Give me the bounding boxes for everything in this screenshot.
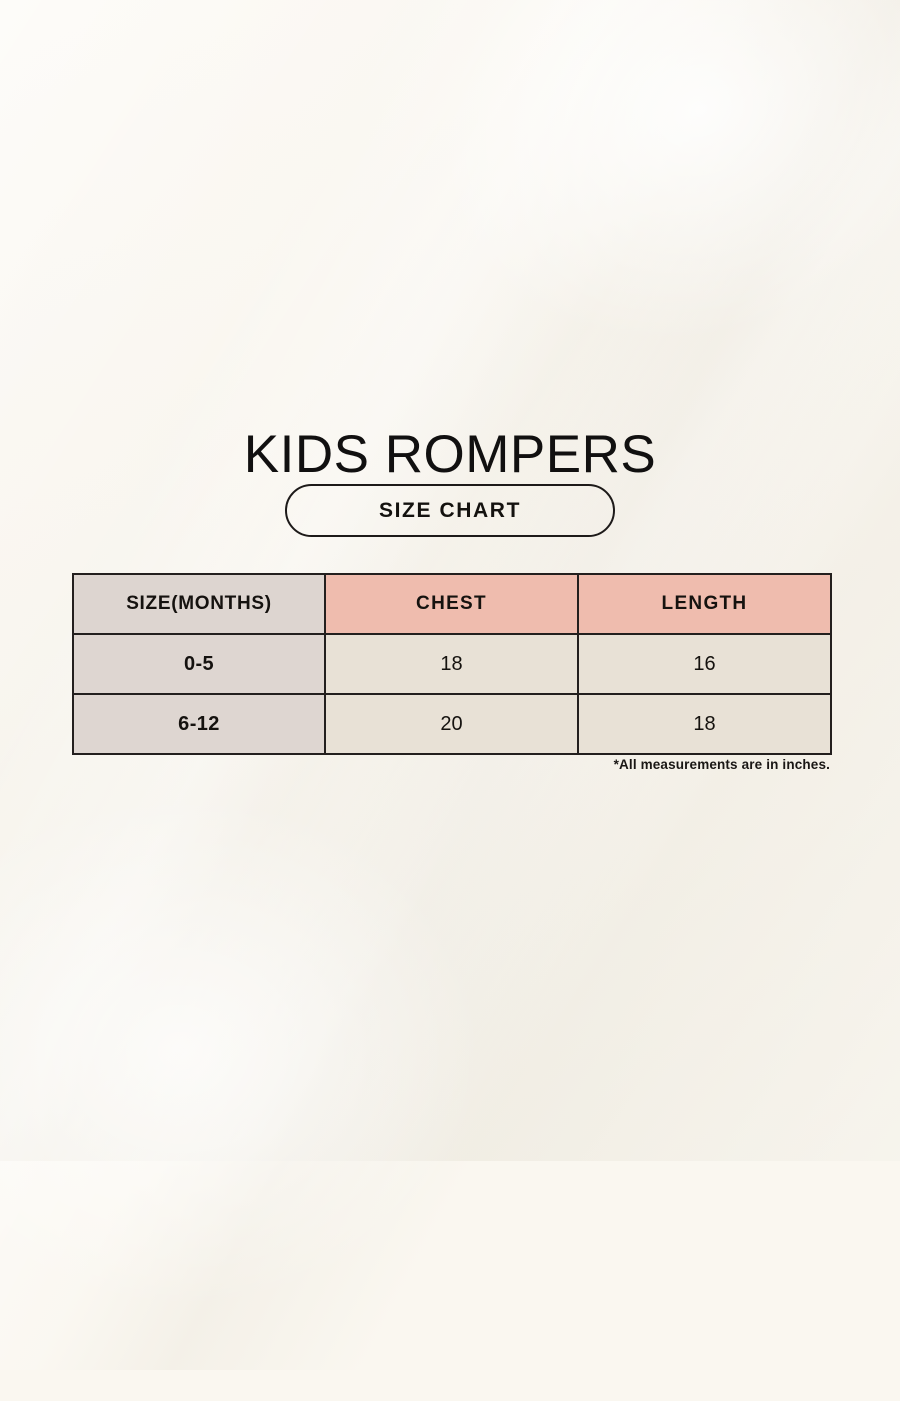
page-title: KIDS ROMPERS [243, 424, 657, 484]
size-chart-pill-badge: SIZE CHART [285, 484, 615, 537]
measurements-footnote: *All measurements are in inches. [613, 757, 830, 772]
column-header-size: SIZE(MONTHS) [72, 573, 326, 635]
table-header-row: SIZE(MONTHS) CHEST LENGTH [72, 573, 832, 635]
table-row: 6-12 20 18 [72, 693, 832, 755]
cell-size-0: 0-5 [72, 633, 326, 695]
cell-chest-1: 20 [324, 693, 579, 755]
cell-chest-0: 18 [324, 633, 579, 695]
cell-length-0: 16 [577, 633, 832, 695]
size-chart-table: SIZE(MONTHS) CHEST LENGTH 0-5 18 16 6-12… [72, 573, 832, 755]
size-chart-content: KIDS ROMPERS SIZE CHART SIZE(MONTHS) CHE… [72, 424, 832, 772]
table-row: 0-5 18 16 [72, 633, 832, 695]
size-chart-pill-label: SIZE CHART [379, 498, 521, 522]
cell-size-1: 6-12 [72, 693, 326, 755]
column-header-chest: CHEST [324, 573, 579, 635]
column-header-length: LENGTH [577, 573, 832, 635]
cell-length-1: 18 [577, 693, 832, 755]
